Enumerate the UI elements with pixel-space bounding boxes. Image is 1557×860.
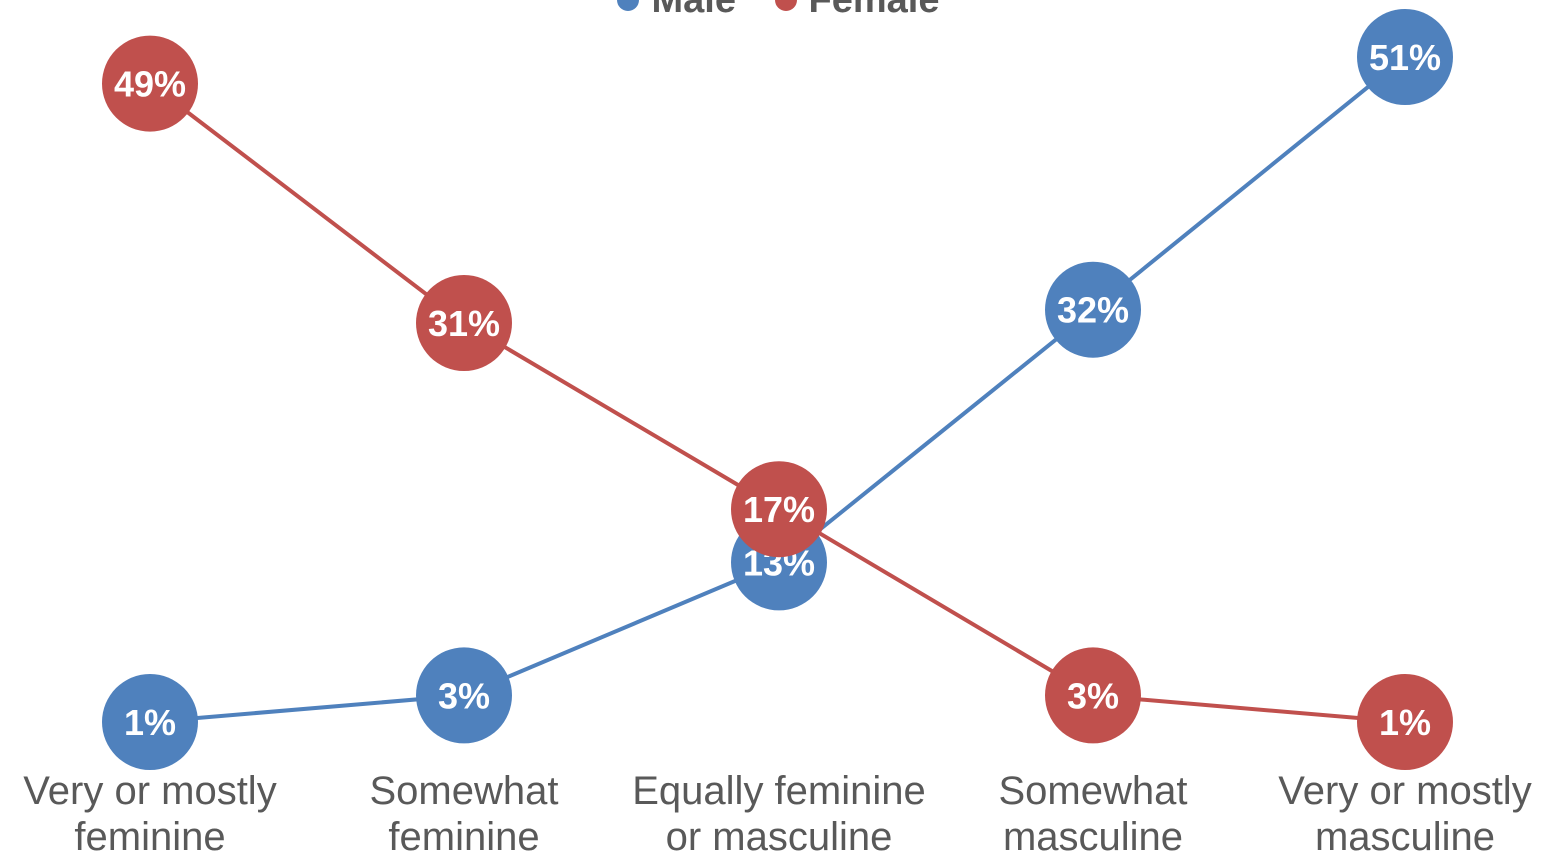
category-label-very-masculine: Very or mostly masculine [1240, 768, 1557, 860]
data-label-female: 17% [743, 489, 815, 530]
data-point-male: 1% [102, 674, 198, 770]
category-label-line: feminine [388, 815, 540, 859]
data-label-male: 32% [1057, 290, 1129, 331]
legend-marker-female [774, 0, 797, 11]
category-label-somewhat-masculine: Somewhat masculine [928, 768, 1258, 860]
data-point-male: 3% [416, 647, 512, 744]
category-label-line: masculine [1314, 815, 1496, 859]
category-label-line: Somewhat [369, 769, 559, 813]
marker-female [102, 35, 198, 132]
data-label-male: 1% [124, 702, 176, 743]
category-label-line: Very or mostly [23, 769, 277, 813]
category-label-line: Somewhat [998, 769, 1188, 813]
legend-item-female: Female [774, 0, 940, 22]
legend-label-male: Male [651, 0, 735, 22]
category-label-very-feminine: Very or mostly feminine [0, 768, 315, 860]
data-label-female: 3% [1067, 675, 1119, 716]
data-point-female: 49% [102, 35, 198, 132]
category-label-line: or masculine [665, 815, 893, 859]
data-label-male: 3% [438, 675, 490, 716]
legend-label-female: Female [809, 0, 940, 22]
data-point-male: 51% [1357, 9, 1453, 105]
category-label-line: feminine [74, 815, 226, 859]
legend: Male Female [0, 0, 1557, 22]
data-point-female: 17% [731, 461, 827, 558]
data-point-female: 3% [1045, 647, 1141, 744]
series-line-female [148, 82, 1406, 724]
category-label-somewhat-feminine: Somewhat feminine [299, 768, 629, 860]
marker-male [102, 674, 198, 770]
data-point-female: 31% [416, 275, 512, 371]
legend-marker-male [617, 0, 640, 11]
legend-item-male: Male [617, 0, 736, 22]
marker-male [1045, 261, 1141, 358]
category-label-line: Equally feminine [632, 769, 926, 813]
series-line-male [149, 55, 1407, 724]
data-label-female: 31% [428, 303, 500, 344]
data-label-female: 49% [114, 64, 186, 105]
data-point-female: 1% [1357, 674, 1453, 770]
marker-male [1357, 9, 1453, 105]
data-label-male: 51% [1369, 37, 1441, 78]
category-label-equally: Equally feminine or masculine [614, 768, 944, 860]
marker-female [416, 275, 512, 371]
marker-female [1045, 647, 1141, 744]
category-label-line: masculine [1002, 815, 1184, 859]
category-label-line: Very or mostly [1278, 769, 1532, 813]
marker-male [416, 647, 512, 744]
marker-female [731, 461, 827, 558]
marker-female [1357, 674, 1453, 770]
data-point-male: 32% [1045, 261, 1141, 358]
data-label-female: 1% [1379, 702, 1431, 743]
